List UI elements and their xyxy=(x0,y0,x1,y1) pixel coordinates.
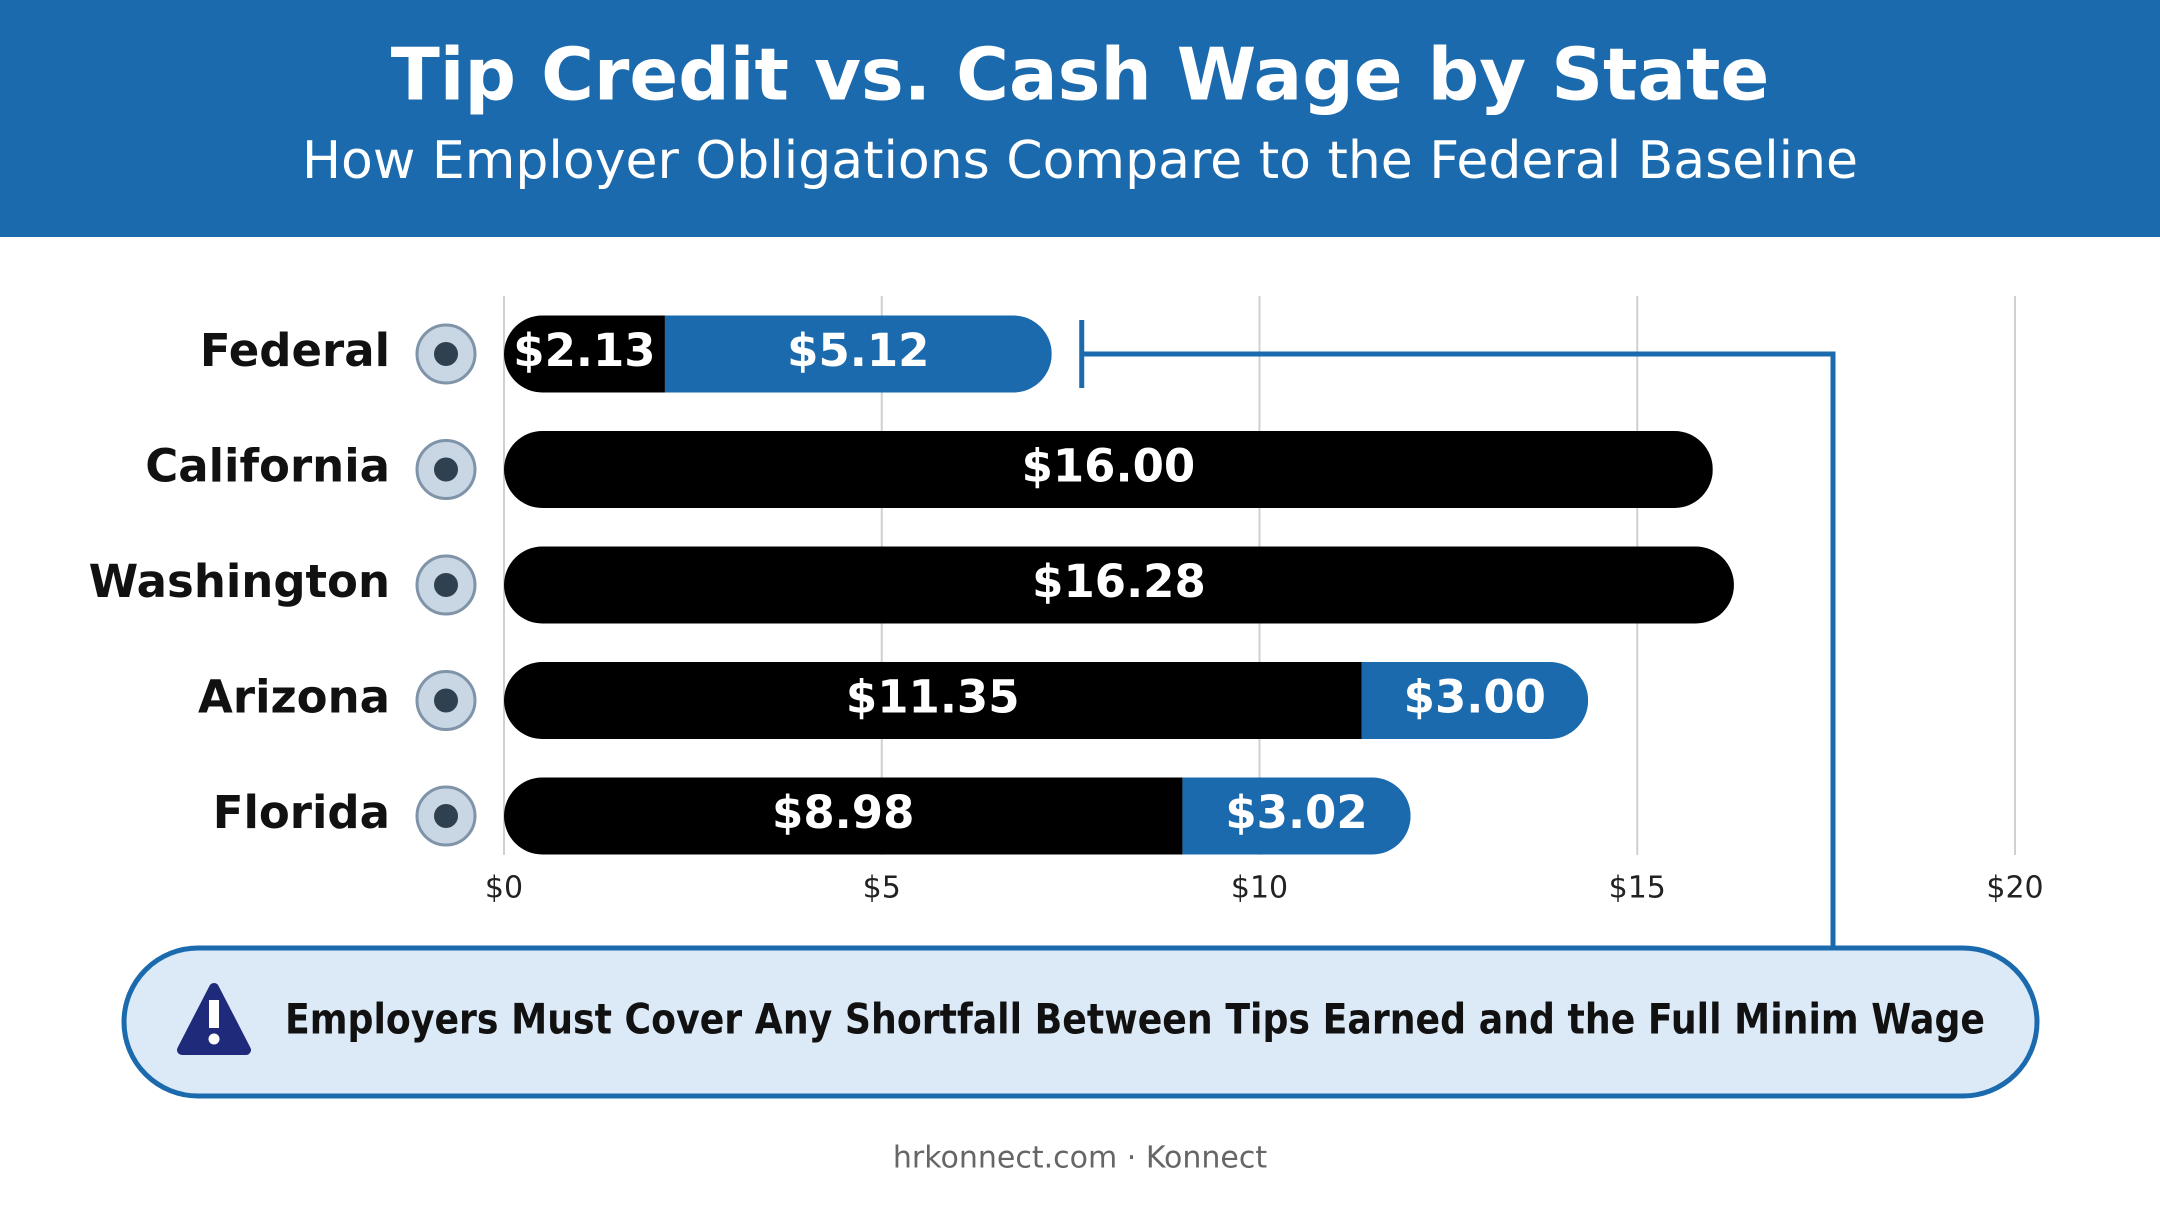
callout-box xyxy=(121,945,2040,1099)
value-label: $16.00 xyxy=(1022,440,1196,493)
value-label: $5.12 xyxy=(787,324,929,377)
state-icon-shape xyxy=(434,573,458,597)
bracket-connector xyxy=(1081,351,1836,948)
footer: hrkonnect.com · Konnect xyxy=(893,1141,1267,1176)
state-icon-shape xyxy=(434,804,458,828)
category-label: California xyxy=(145,440,390,493)
bar-segment xyxy=(504,546,1734,624)
category-label: Florida xyxy=(213,786,390,839)
value-label: $3.02 xyxy=(1225,786,1367,839)
bar-segment xyxy=(664,315,1052,393)
warning-icon-dot xyxy=(208,1033,220,1045)
bar-segment xyxy=(1182,777,1411,855)
category-label: Federal xyxy=(200,324,390,377)
warning-icon-mark xyxy=(209,1000,219,1028)
x-tick-label: $0 xyxy=(485,871,523,906)
chart-subtitle: How Employer Obligations Compare to the … xyxy=(302,131,1858,191)
x-tick-label: $15 xyxy=(1609,871,1666,906)
state-icon-shape xyxy=(434,457,458,482)
bar-segment xyxy=(1361,662,1589,739)
bar-segment xyxy=(504,662,1362,739)
x-tick-label: $5 xyxy=(863,871,901,906)
value-label: $2.13 xyxy=(513,324,655,377)
state-icon-shape xyxy=(434,342,458,366)
value-label: $11.35 xyxy=(846,671,1020,724)
state-icon-shape xyxy=(434,688,458,713)
plot-area: $0 $5 $10 $15 $20 Federal $2.13 $5.12 California… xyxy=(89,296,2044,948)
bar-segment xyxy=(504,431,1713,508)
category-label: Washington xyxy=(89,555,390,608)
bar-segment xyxy=(504,315,665,393)
x-tick-label: $10 xyxy=(1231,871,1288,906)
x-tick-label: $20 xyxy=(1986,871,2043,906)
header-band xyxy=(0,0,2160,237)
chart-title: Tip Credit vs. Cash Wage by State xyxy=(391,33,1770,117)
bar-segment xyxy=(504,777,1183,855)
category-label: Arizona xyxy=(198,671,390,724)
value-label: $16.28 xyxy=(1032,555,1206,608)
value-label: $3.00 xyxy=(1404,671,1546,724)
callout-text: Employers Must Cover Any Shortfall Betwe… xyxy=(285,995,1985,1044)
value-label: $8.98 xyxy=(772,786,914,839)
